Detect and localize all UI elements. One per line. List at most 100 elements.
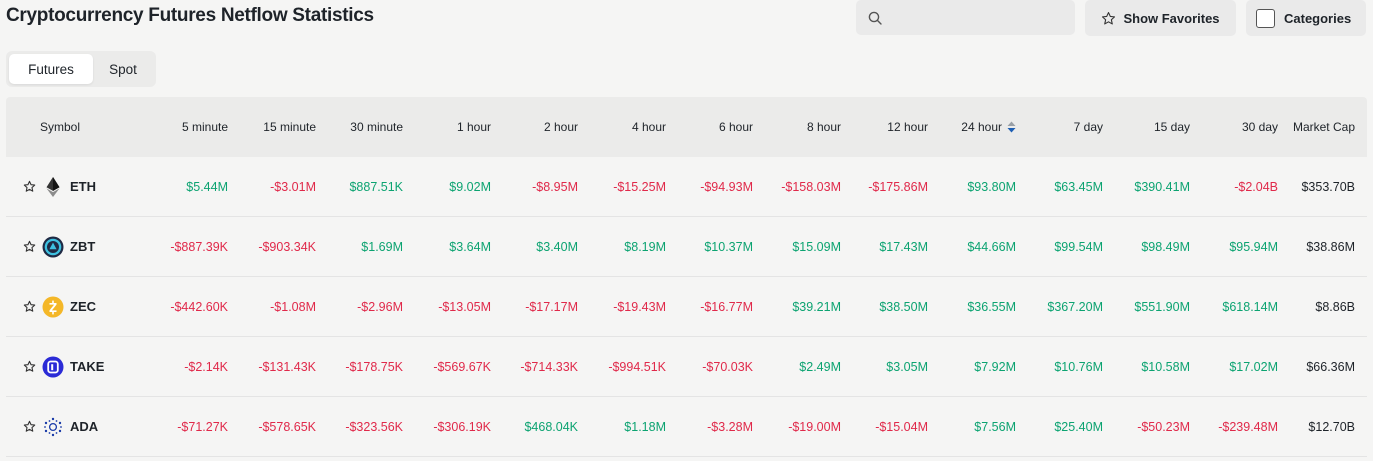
- table-row[interactable]: ZBT -$887.39K -$903.34K $1.69M $3.64M $3.40M $…: [6, 217, 1367, 277]
- netflow-12-hour: $38.50M: [879, 299, 928, 314]
- symbol-ticker[interactable]: TAKE: [70, 359, 105, 374]
- search-input[interactable]: [890, 10, 1060, 25]
- column-header-12-hour[interactable]: 12 hour: [842, 97, 928, 157]
- column-header-market-cap[interactable]: Market Cap: [1269, 97, 1355, 157]
- netflow-4-hour: -$15.25M: [613, 179, 666, 194]
- netflow-6-hour: -$70.03K: [702, 359, 753, 374]
- show-favorites-button[interactable]: Show Favorites: [1085, 0, 1236, 36]
- zcash-icon: [42, 296, 64, 318]
- symbol-ticker[interactable]: ZEC: [70, 299, 96, 314]
- netflow-8-hour: $15.09M: [792, 239, 841, 254]
- netflow-4-hour: -$994.51K: [608, 359, 666, 374]
- table-header: Symbol 5 minute 15 minute 30 minute 1 hour 2 …: [6, 97, 1367, 157]
- column-header-label: 12 hour: [887, 120, 928, 134]
- netflow-2-hour: $468.04K: [524, 419, 578, 434]
- favorite-star-icon[interactable]: [23, 277, 36, 336]
- netflow-4-hour: $1.18M: [624, 419, 666, 434]
- symbol-ticker[interactable]: ETH: [70, 179, 96, 194]
- netflow-30-day: $618.14M: [1222, 299, 1278, 314]
- market-cap-value: $38.86M: [1306, 239, 1355, 254]
- sort-descending-icon[interactable]: [1007, 121, 1016, 133]
- column-header-15-minute[interactable]: 15 minute: [230, 97, 316, 157]
- column-header-label: 30 day: [1241, 120, 1278, 134]
- column-header-5-minute[interactable]: 5 minute: [142, 97, 228, 157]
- column-header-label: Symbol: [40, 120, 81, 134]
- netflow-6-hour: -$16.77M: [700, 299, 753, 314]
- table-row[interactable]: ETH $5.44M -$3.01M $887.51K $9.02M -$8.95M -$1…: [6, 157, 1367, 217]
- netflow-7-day: $63.45M: [1054, 179, 1103, 194]
- netflow-30-minute: -$2.96M: [357, 299, 403, 314]
- netflow-12-hour: $3.05M: [886, 359, 928, 374]
- column-header-symbol[interactable]: Symbol: [40, 97, 150, 157]
- column-header-label: 24 hour: [961, 120, 1002, 134]
- netflow-12-hour: $17.43M: [879, 239, 928, 254]
- column-header-1-hour[interactable]: 1 hour: [405, 97, 491, 157]
- netflow-2-hour: -$714.33K: [520, 359, 578, 374]
- netflow-2-hour: -$8.95M: [532, 179, 578, 194]
- star-icon: [1102, 11, 1116, 24]
- column-header-8-hour[interactable]: 8 hour: [755, 97, 841, 157]
- netflow-12-hour: -$175.86M: [868, 179, 928, 194]
- netflow-12-hour: -$15.04M: [875, 419, 928, 434]
- column-header-label: 5 minute: [181, 120, 228, 134]
- netflow-30-minute: $887.51K: [349, 179, 403, 194]
- tab-futures[interactable]: Futures: [9, 54, 93, 84]
- column-header-7-day[interactable]: 7 day: [1017, 97, 1103, 157]
- netflow-7-day: $99.54M: [1054, 239, 1103, 254]
- netflow-5-minute: -$2.14K: [184, 359, 228, 374]
- favorite-star-icon[interactable]: [23, 217, 36, 276]
- search-icon: [868, 11, 882, 25]
- table-row[interactable]: ZEC -$442.60K -$1.08M -$2.96M -$13.05M -$17.1…: [6, 277, 1367, 337]
- page-title: Cryptocurrency Futures Netflow Statistic…: [6, 5, 374, 26]
- cardano-icon: [42, 416, 64, 438]
- netflow-8-hour: $39.21M: [792, 299, 841, 314]
- column-header-label: 15 minute: [263, 120, 316, 134]
- column-header-6-hour[interactable]: 6 hour: [667, 97, 753, 157]
- netflow-table: Symbol 5 minute 15 minute 30 minute 1 hour 2 …: [6, 97, 1367, 457]
- netflow-30-day: $17.02M: [1229, 359, 1278, 374]
- netflow-5-minute: -$442.60K: [170, 299, 228, 314]
- column-header-4-hour[interactable]: 4 hour: [580, 97, 666, 157]
- column-header-30-minute[interactable]: 30 minute: [317, 97, 403, 157]
- netflow-5-minute: -$887.39K: [170, 239, 228, 254]
- netflow-15-day: -$50.23M: [1137, 419, 1190, 434]
- favorite-star-icon[interactable]: [23, 397, 36, 456]
- netflow-5-minute: $5.44M: [186, 179, 228, 194]
- zbt-icon: [42, 236, 64, 258]
- show-favorites-label: Show Favorites: [1123, 10, 1220, 26]
- column-header-label: 8 hour: [806, 120, 841, 134]
- column-header-24-hour[interactable]: 24 hour: [930, 97, 1016, 157]
- column-header-30-day[interactable]: 30 day: [1192, 97, 1278, 157]
- netflow-24-hour: $93.80M: [967, 179, 1016, 194]
- netflow-30-minute: $1.69M: [361, 239, 403, 254]
- favorite-star-icon[interactable]: [23, 157, 36, 216]
- market-cap-value: $66.36M: [1306, 359, 1355, 374]
- netflow-7-day: $25.40M: [1054, 419, 1103, 434]
- symbol-ticker[interactable]: ADA: [70, 419, 99, 434]
- symbol-ticker[interactable]: ZBT: [70, 239, 96, 254]
- column-header-label: 1 hour: [456, 120, 491, 134]
- search-box[interactable]: [856, 0, 1075, 35]
- table-row[interactable]: TAKE -$2.14K -$131.43K -$178.75K -$569.67K -$…: [6, 337, 1367, 397]
- netflow-2-hour: $3.40M: [536, 239, 578, 254]
- netflow-1-hour: $3.64M: [449, 239, 491, 254]
- categories-label: Categories: [1284, 10, 1352, 26]
- netflow-8-hour: $2.49M: [799, 359, 841, 374]
- favorite-star-icon[interactable]: [23, 337, 36, 396]
- categories-button[interactable]: Categories: [1246, 0, 1366, 36]
- market-type-tabs: Futures Spot: [6, 51, 156, 87]
- netflow-15-minute: -$903.34K: [258, 239, 316, 254]
- netflow-15-day: $98.49M: [1141, 239, 1190, 254]
- netflow-30-minute: -$178.75K: [345, 359, 403, 374]
- column-header-15-day[interactable]: 15 day: [1104, 97, 1190, 157]
- netflow-4-hour: -$19.43M: [613, 299, 666, 314]
- netflow-6-hour: -$94.93M: [700, 179, 753, 194]
- netflow-6-hour: $10.37M: [704, 239, 753, 254]
- netflow-4-hour: $8.19M: [624, 239, 666, 254]
- table-row[interactable]: ADA -$71.27K -$578.65K -$323.56K -$306.19K $4…: [6, 397, 1367, 457]
- tab-spot[interactable]: Spot: [109, 61, 137, 77]
- categories-checkbox[interactable]: [1256, 8, 1275, 28]
- netflow-24-hour: $7.56M: [974, 419, 1016, 434]
- column-header-2-hour[interactable]: 2 hour: [492, 97, 578, 157]
